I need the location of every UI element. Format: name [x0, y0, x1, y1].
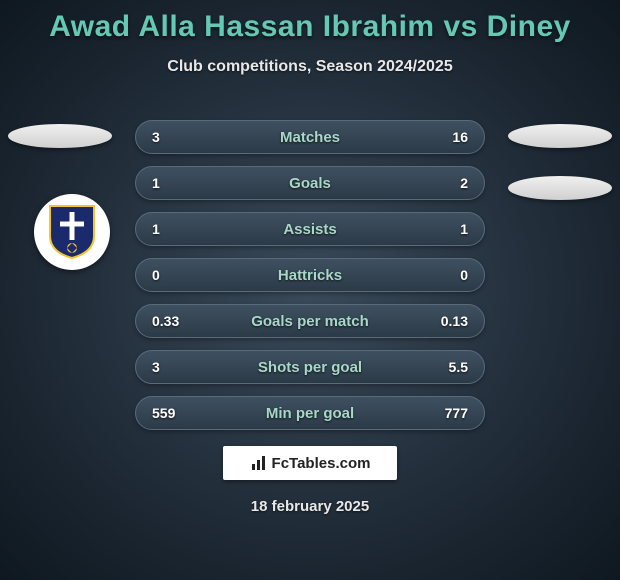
player-right-marker-2	[508, 176, 612, 200]
stat-value-left: 1	[152, 175, 160, 191]
stat-value-left: 3	[152, 129, 160, 145]
stats-table: 3 Matches 16 1 Goals 2 1 Assists 1 0 Hat…	[135, 120, 485, 442]
stat-label: Goals	[136, 175, 484, 192]
stat-value-left: 0.33	[152, 313, 179, 329]
shield-icon	[48, 204, 96, 260]
stat-value-right: 16	[452, 129, 468, 145]
stat-value-left: 559	[152, 405, 175, 421]
stat-value-right: 2	[460, 175, 468, 191]
page-title: Awad Alla Hassan Ibrahim vs Diney	[0, 0, 620, 44]
stat-value-left: 3	[152, 359, 160, 375]
stat-value-left: 1	[152, 221, 160, 237]
stat-value-right: 1	[460, 221, 468, 237]
stat-row-assists: 1 Assists 1	[135, 212, 485, 246]
stat-label: Hattricks	[136, 267, 484, 284]
stat-value-right: 0	[460, 267, 468, 283]
stat-label: Min per goal	[136, 405, 484, 422]
stat-row-shots-per-goal: 3 Shots per goal 5.5	[135, 350, 485, 384]
stat-label: Goals per match	[136, 313, 484, 330]
stat-value-right: 5.5	[449, 359, 468, 375]
stat-row-matches: 3 Matches 16	[135, 120, 485, 154]
stat-value-right: 0.13	[441, 313, 468, 329]
stat-row-goals: 1 Goals 2	[135, 166, 485, 200]
chart-icon	[250, 454, 268, 472]
stat-row-min-per-goal: 559 Min per goal 777	[135, 396, 485, 430]
stat-label: Shots per goal	[136, 359, 484, 376]
date-text: 18 february 2025	[0, 498, 620, 515]
subtitle: Club competitions, Season 2024/2025	[0, 58, 620, 76]
stat-row-hattricks: 0 Hattricks 0	[135, 258, 485, 292]
watermark-text: FcTables.com	[272, 455, 371, 472]
stat-row-goals-per-match: 0.33 Goals per match 0.13	[135, 304, 485, 338]
club-badge	[34, 194, 110, 270]
player-left-marker	[8, 124, 112, 148]
watermark: FcTables.com	[223, 446, 397, 480]
stat-label: Assists	[136, 221, 484, 238]
stat-value-left: 0	[152, 267, 160, 283]
stat-label: Matches	[136, 129, 484, 146]
player-right-marker-1	[508, 124, 612, 148]
stat-value-right: 777	[445, 405, 468, 421]
